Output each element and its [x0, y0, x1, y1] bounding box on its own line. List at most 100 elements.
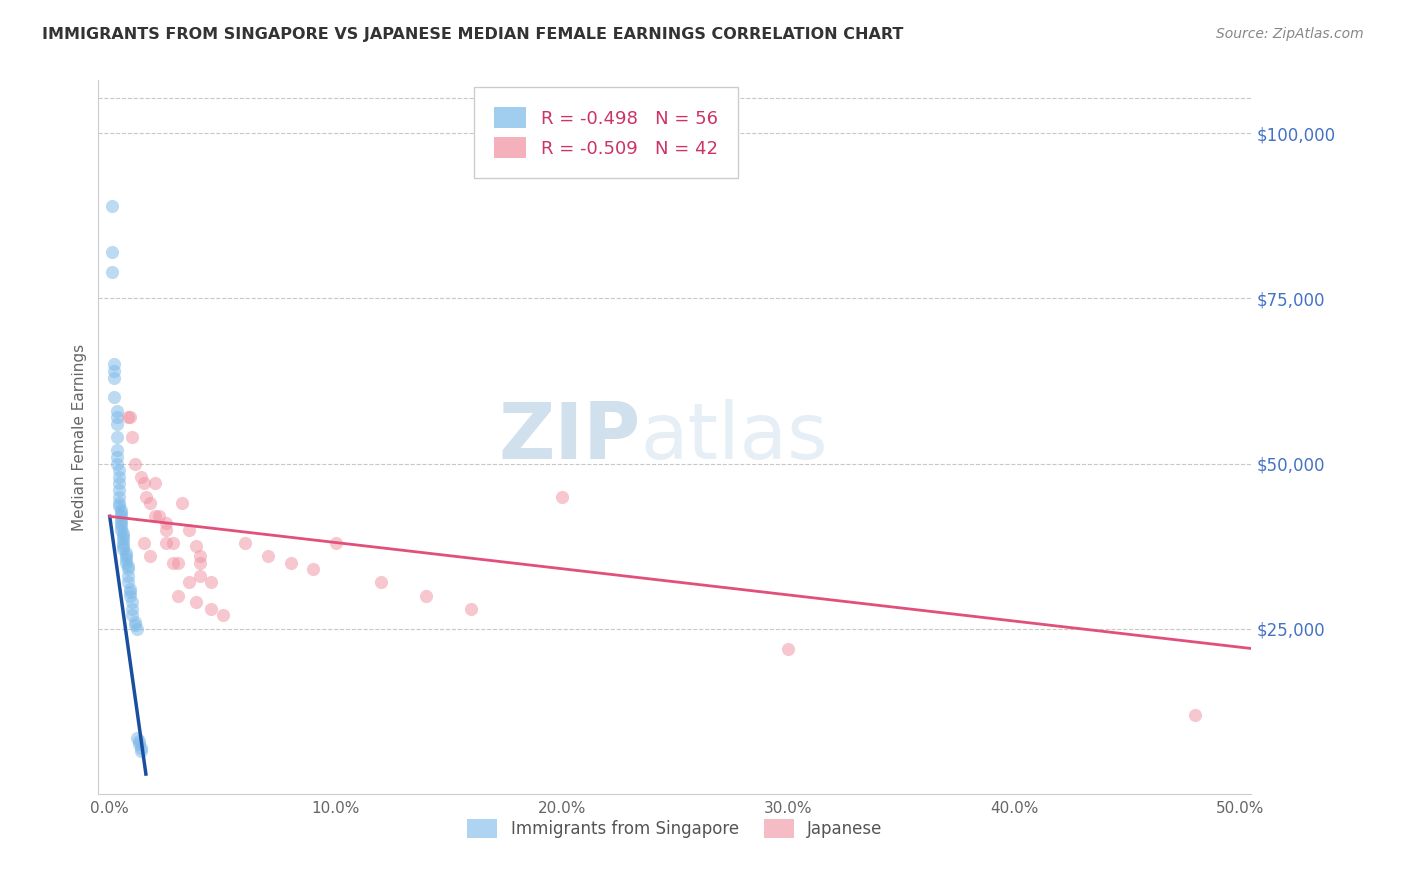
Text: atlas: atlas: [640, 399, 828, 475]
Point: [117, 569, 139, 583]
Point: [121, 602, 143, 616]
Point: [110, 506, 132, 520]
Point: [103, 391, 125, 405]
Text: ZIP: ZIP: [498, 399, 640, 475]
Point: [188, 556, 211, 570]
Point: [112, 536, 135, 550]
Point: [143, 509, 166, 524]
Point: [110, 523, 132, 537]
Point: [114, 546, 136, 560]
Point: [120, 585, 142, 599]
Point: [148, 509, 170, 524]
Point: [120, 410, 142, 425]
Point: [105, 430, 128, 444]
Point: [177, 575, 200, 590]
Point: [112, 533, 135, 547]
Point: [211, 608, 233, 623]
Point: [166, 556, 188, 570]
Point: [235, 536, 257, 550]
Legend: Immigrants from Singapore, Japanese: Immigrants from Singapore, Japanese: [456, 807, 894, 850]
Point: [107, 463, 129, 477]
Point: [132, 536, 155, 550]
Point: [121, 430, 143, 444]
Point: [117, 562, 139, 576]
Point: [125, 731, 148, 745]
Point: [112, 525, 135, 540]
Point: [107, 496, 129, 510]
Point: [131, 469, 153, 483]
Point: [143, 476, 166, 491]
Point: [200, 575, 222, 590]
Point: [551, 490, 574, 504]
Point: [325, 536, 347, 550]
Point: [112, 529, 135, 543]
Point: [1184, 707, 1206, 722]
Point: [112, 542, 135, 557]
Point: [105, 417, 128, 431]
Point: [117, 558, 139, 573]
Point: [131, 744, 153, 758]
Point: [101, 265, 124, 279]
Point: [103, 358, 125, 372]
Point: [120, 589, 142, 603]
Point: [110, 516, 132, 530]
Point: [155, 516, 177, 530]
Point: [114, 549, 136, 563]
Point: [131, 740, 153, 755]
Point: [110, 509, 132, 524]
Point: [117, 410, 139, 425]
Point: [125, 622, 148, 636]
Point: [107, 469, 129, 483]
Text: Source: ZipAtlas.com: Source: ZipAtlas.com: [1216, 27, 1364, 41]
Point: [105, 443, 128, 458]
Point: [132, 476, 155, 491]
Text: IMMIGRANTS FROM SINGAPORE VS JAPANESE MEDIAN FEMALE EARNINGS CORRELATION CHART: IMMIGRANTS FROM SINGAPORE VS JAPANESE ME…: [42, 27, 904, 42]
Point: [124, 457, 146, 471]
Point: [110, 502, 132, 516]
Point: [105, 457, 128, 471]
Point: [124, 618, 146, 632]
Point: [170, 496, 193, 510]
Point: [302, 562, 325, 576]
Point: [117, 575, 139, 590]
Point: [166, 589, 188, 603]
Point: [101, 199, 124, 213]
Point: [114, 552, 136, 566]
Point: [155, 523, 177, 537]
Point: [128, 734, 150, 748]
Point: [162, 556, 184, 570]
Point: [107, 490, 129, 504]
Point: [121, 595, 143, 609]
Point: [107, 476, 129, 491]
Point: [184, 595, 207, 609]
Point: [155, 536, 177, 550]
Point: [107, 500, 129, 514]
Point: [121, 608, 143, 623]
Point: [776, 641, 799, 656]
Point: [188, 549, 211, 563]
Point: [105, 410, 128, 425]
Point: [112, 539, 135, 553]
Point: [120, 582, 142, 596]
Point: [200, 602, 222, 616]
Point: [110, 513, 132, 527]
Point: [177, 523, 200, 537]
Point: [460, 602, 482, 616]
Point: [139, 496, 162, 510]
Point: [124, 615, 146, 629]
Point: [107, 483, 129, 497]
Point: [257, 549, 280, 563]
Point: [139, 549, 162, 563]
Point: [135, 490, 157, 504]
Point: [103, 364, 125, 378]
Point: [110, 519, 132, 533]
Point: [415, 589, 437, 603]
Point: [105, 403, 128, 417]
Point: [184, 539, 207, 553]
Point: [370, 575, 392, 590]
Point: [162, 536, 184, 550]
Point: [114, 556, 136, 570]
Point: [105, 450, 128, 464]
Point: [103, 370, 125, 384]
Point: [128, 737, 150, 751]
